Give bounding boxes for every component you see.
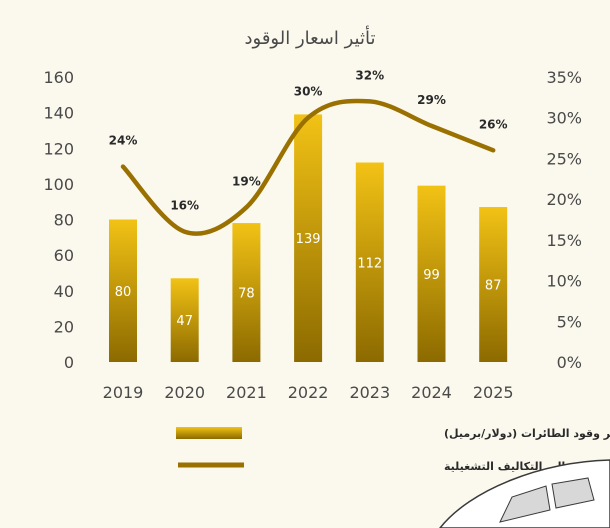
bar-data-label: 87 (485, 279, 502, 294)
line-data-label: 32% (355, 68, 384, 82)
legend: متوسط سعر وقود الطائرات (دولار/برميل) نس… (176, 427, 610, 473)
line-data-label: 26% (479, 117, 508, 131)
right-axis-tick: 10% (546, 272, 582, 291)
left-axis-tick: 40 (54, 282, 74, 301)
line-data-label: 19% (232, 174, 261, 188)
bar-data-label: 112 (357, 256, 382, 271)
right-axis: 0% 5% 10% 15% 20% 25% 30% 35% (546, 68, 582, 372)
right-axis-tick: 25% (546, 149, 582, 168)
bar-data-label: 139 (296, 232, 321, 247)
left-axis-tick: 80 (54, 211, 74, 230)
right-axis-tick: 15% (546, 231, 582, 250)
line-series-layer: 24% 16% 19% 30% 32% 29% 26% (109, 68, 508, 236)
left-axis: 0 20 40 60 80 100 120 140 160 (43, 68, 74, 372)
x-axis-tick: 2025 (473, 383, 514, 402)
bar-series: 80 47 78 139 112 99 87 (109, 114, 508, 362)
left-axis-tick: 120 (43, 139, 74, 158)
bar (355, 162, 384, 362)
bar (170, 278, 199, 362)
bar-data-label: 78 (238, 287, 255, 302)
right-axis-tick: 35% (546, 68, 582, 87)
x-axis-tick: 2020 (164, 383, 205, 402)
left-axis-tick: 160 (43, 68, 74, 87)
legend-bar-label: متوسط سعر وقود الطائرات (دولار/برميل) (444, 427, 610, 440)
airplane-nose-decoration (439, 459, 610, 528)
left-axis-tick: 0 (64, 353, 74, 372)
x-axis-tick: 2021 (226, 383, 267, 402)
line-data-label: 30% (294, 85, 323, 99)
x-axis-tick: 2024 (411, 383, 452, 402)
left-axis-tick: 20 (54, 317, 74, 336)
left-axis-tick: 60 (54, 246, 74, 265)
line-series (120, 98, 496, 236)
legend-bar-swatch (176, 427, 242, 439)
chart-title: تأثير اسعار الوقود (245, 25, 376, 49)
bar-data-label: 99 (423, 268, 440, 283)
right-axis-tick: 0% (557, 353, 582, 372)
bar-data-label: 47 (176, 314, 193, 329)
x-axis-tick: 2019 (103, 383, 144, 402)
right-axis-tick: 20% (546, 190, 582, 209)
right-axis-tick: 30% (546, 109, 582, 128)
line-data-label: 24% (109, 134, 138, 148)
bar (109, 219, 137, 362)
bar-data-label: 80 (115, 285, 132, 300)
left-axis-tick: 100 (43, 175, 74, 194)
bar (232, 223, 261, 362)
bar (417, 185, 446, 362)
right-axis-tick: 5% (557, 312, 582, 331)
x-axis-tick: 2022 (288, 383, 329, 402)
x-axis-tick: 2023 (349, 383, 390, 402)
line-data-label: 16% (170, 199, 199, 213)
line-data-label: 29% (417, 93, 446, 107)
bar (294, 114, 323, 362)
x-axis: 2019 2020 2021 2022 2023 2024 2025 (103, 383, 514, 402)
bar (479, 207, 508, 362)
left-axis-tick: 140 (43, 104, 74, 123)
